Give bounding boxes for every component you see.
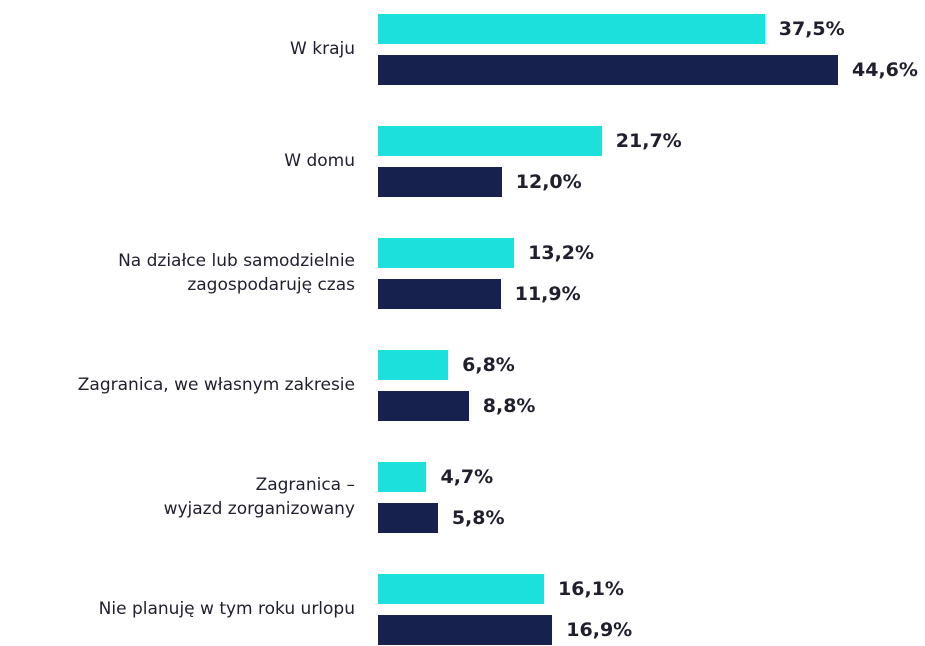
value-label: 8,8%	[482, 395, 536, 417]
value-label: 11,9%	[514, 283, 581, 305]
category-label: Zagranica – wyjazd zorganizowany	[163, 475, 355, 519]
value-label: 21,7%	[615, 130, 682, 152]
category-label: W kraju	[290, 39, 355, 59]
value-label: 16,9%	[566, 619, 633, 641]
bar	[378, 238, 515, 268]
value-label: 37,5%	[778, 18, 845, 40]
category-label: Na działce lub samodzielnie zagospodaruj…	[118, 251, 355, 295]
bar	[378, 391, 469, 421]
value-label: 13,2%	[528, 242, 595, 264]
value-label: 4,7%	[440, 466, 494, 488]
bar	[378, 574, 545, 604]
bar	[378, 14, 765, 44]
value-label: 44,6%	[852, 59, 918, 81]
bar	[378, 279, 501, 309]
value-label: 5,8%	[451, 507, 505, 529]
bar	[378, 503, 438, 533]
bar	[378, 126, 602, 156]
bar	[378, 462, 427, 492]
category-label: Nie planuję w tym roku urlopu	[98, 599, 355, 619]
bar	[378, 55, 838, 85]
category-label: W domu	[284, 151, 355, 171]
category-label: Zagranica, we własnym zakresie	[77, 375, 355, 395]
bar	[378, 350, 449, 380]
value-label: 12,0%	[515, 171, 582, 193]
value-label: 16,1%	[558, 578, 624, 600]
bar	[378, 615, 553, 645]
value-label: 6,8%	[462, 354, 515, 376]
bar	[378, 167, 502, 197]
